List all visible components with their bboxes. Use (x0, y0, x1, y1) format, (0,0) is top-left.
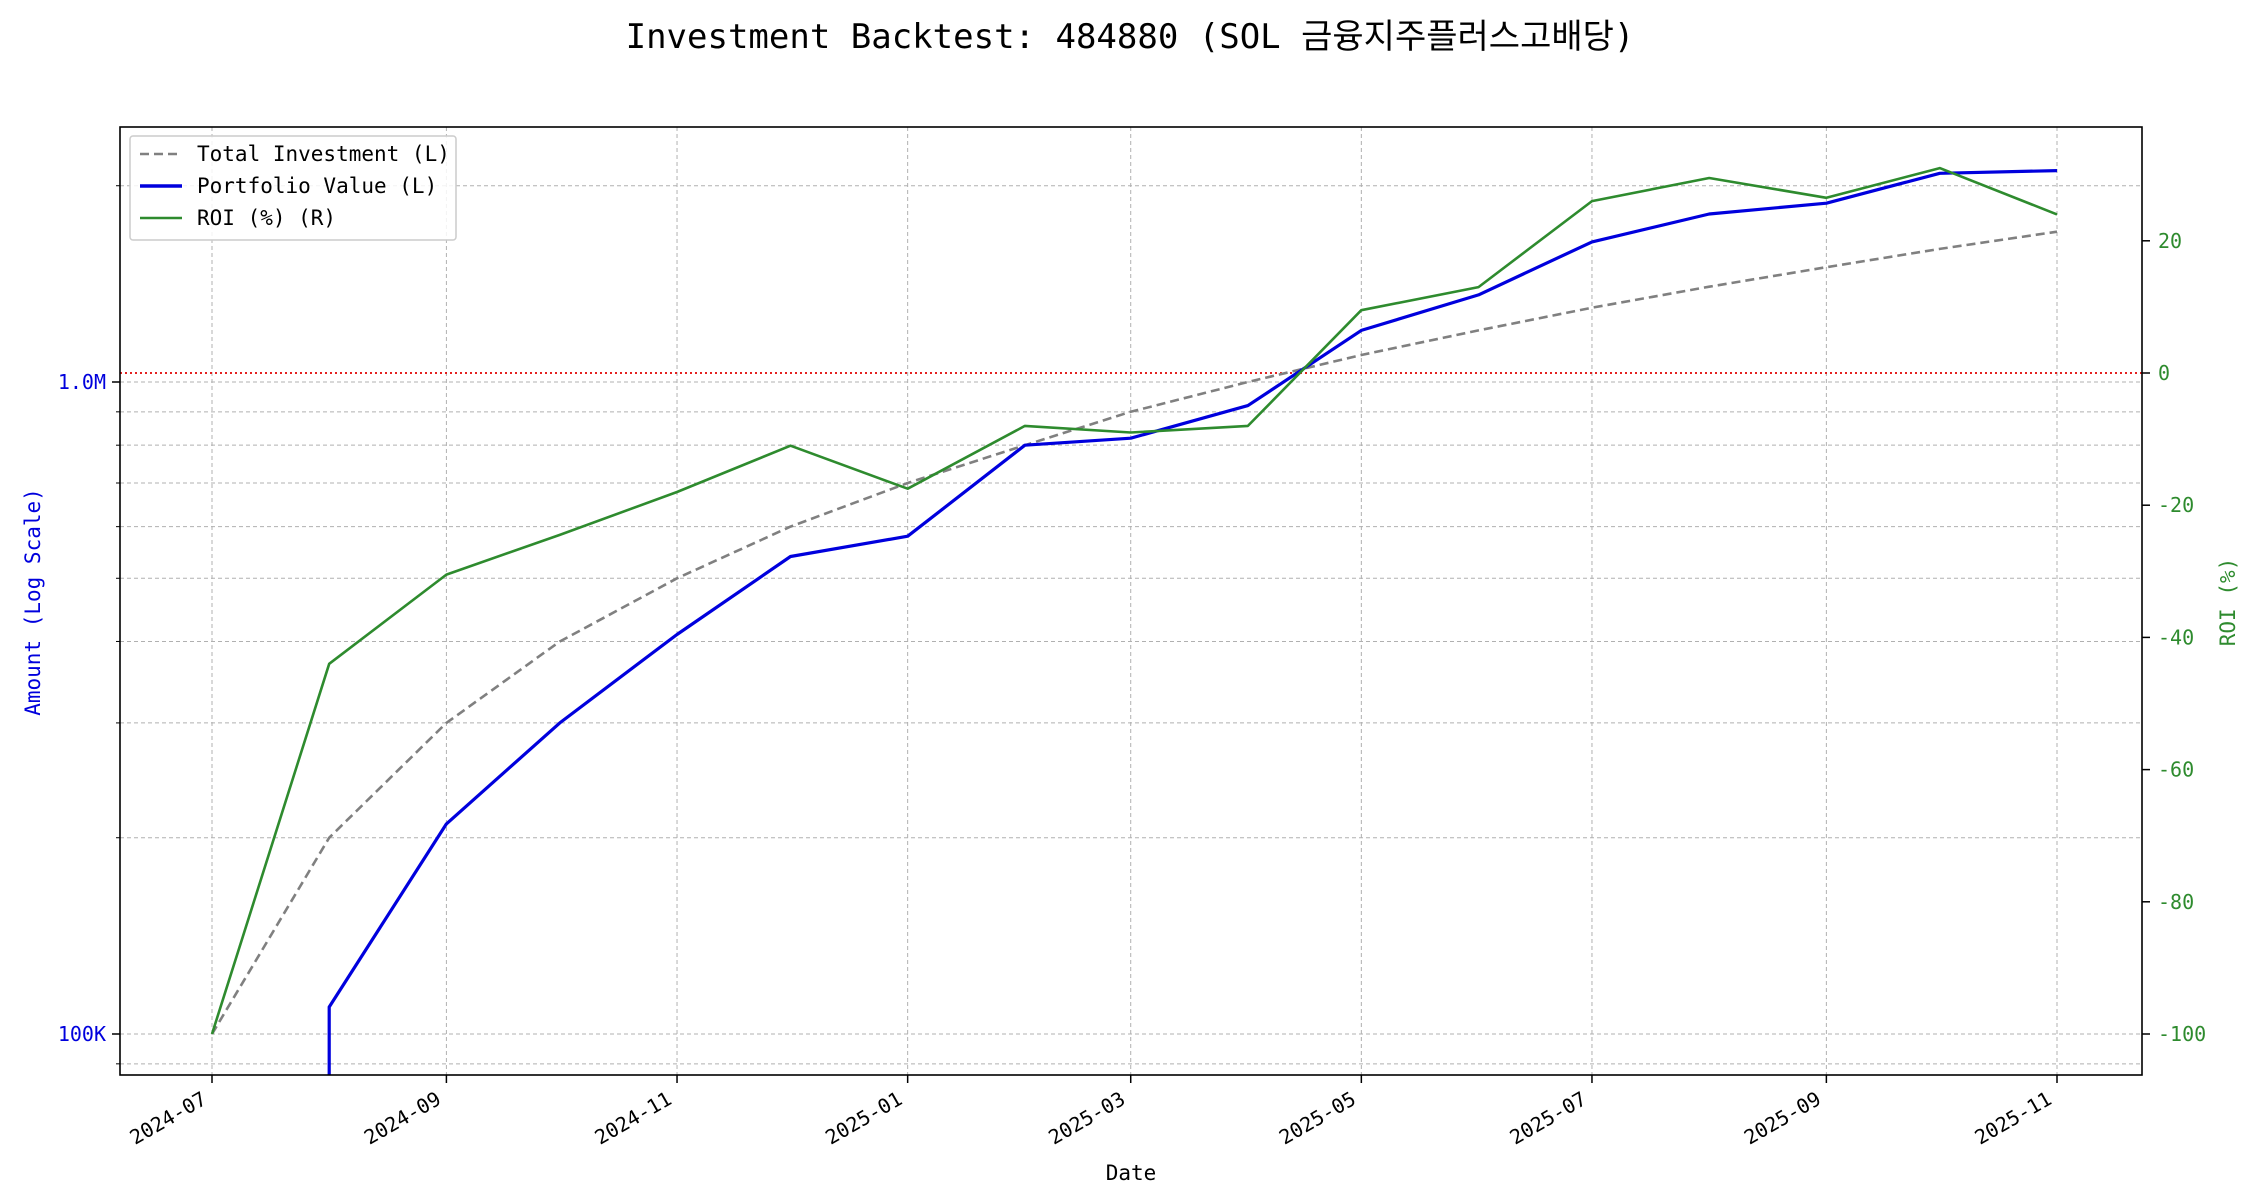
x-tick-label: 2025-03 (1044, 1087, 1129, 1150)
x-tick-label: 2025-07 (1505, 1087, 1590, 1150)
legend-label-portfolio-value: Portfolio Value (L) (197, 174, 437, 198)
roi-line (210, 166, 2058, 1035)
right-tick-label: 20 (2158, 229, 2182, 253)
right-tick-label: -40 (2158, 625, 2194, 649)
right-tick-label: -100 (2158, 1022, 2206, 1046)
x-tick-label: 2025-01 (821, 1087, 906, 1150)
legend-label-roi: ROI (%) (R) (197, 206, 336, 230)
right-tick-label: -60 (2158, 758, 2194, 782)
x-tick-label: 2025-09 (1740, 1087, 1825, 1150)
left-tick-label: 1.0M (58, 370, 106, 394)
legend: Total Investment (L) Portfolio Value (L)… (129, 135, 457, 241)
x-tick-label: 2024-07 (125, 1087, 210, 1150)
legend-box (129, 135, 457, 241)
right-tick-label: -80 (2158, 890, 2194, 914)
x-axis-label: Date (1106, 1161, 1157, 1185)
chart-title: Investment Backtest: 484880 (SOL 금융지주플러스… (626, 17, 1635, 57)
right-y-axis-label: ROI (%) (2216, 558, 2240, 647)
left-tick-label: 100K (58, 1022, 106, 1046)
x-tick-label: 2024-09 (360, 1087, 445, 1150)
axis-ticks: 2024-07 2024-09 2024-11 2025-01 2025-03 2025-… (58, 185, 2206, 1150)
right-tick-label: -20 (2158, 493, 2194, 517)
grid-lines (120, 127, 2142, 1075)
legend-label-total-investment: Total Investment (L) (197, 142, 450, 166)
left-y-axis-label: Amount (Log Scale) (21, 488, 45, 716)
total-investment-line (210, 230, 2058, 1035)
series-lines (210, 166, 2058, 1075)
x-tick-label: 2025-11 (1970, 1087, 2055, 1150)
x-tick-label: 2025-05 (1275, 1087, 1360, 1150)
x-tick-label: 2024-11 (591, 1087, 676, 1150)
right-tick-label: 0 (2158, 361, 2170, 385)
portfolio-value-line (327, 169, 2058, 1075)
